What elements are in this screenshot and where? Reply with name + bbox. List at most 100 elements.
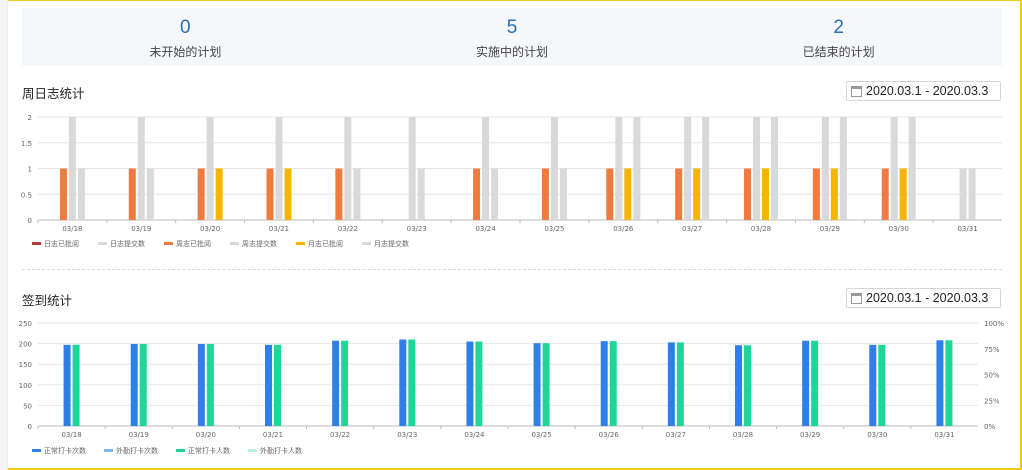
bar-4 <box>215 168 223 220</box>
x-tick-label: 03/25 <box>544 225 564 233</box>
x-tick-label: 03/25 <box>531 431 551 439</box>
bar-5 <box>559 168 567 220</box>
stat-label: 已结束的计划 <box>802 45 875 59</box>
date-range-text: 2020.03.1 - 2020.03.3 <box>866 84 989 98</box>
x-tick-label: 03/30 <box>889 225 909 233</box>
x-tick-label: 03/18 <box>61 431 81 439</box>
bar-5 <box>146 168 154 220</box>
bar-5 <box>968 168 976 220</box>
bar-2 <box>473 168 481 220</box>
bar-2 <box>609 341 617 426</box>
legend-label: 日志已批阅 <box>44 239 79 248</box>
legend-swatch <box>296 242 305 245</box>
x-tick-label: 03/20 <box>200 225 220 233</box>
legend-label: 月志已批阅 <box>308 239 343 248</box>
x-tick-label: 03/21 <box>269 225 289 233</box>
legend-label: 日志提交数 <box>110 239 145 248</box>
bar-2 <box>139 344 147 426</box>
x-tick-label: 03/27 <box>666 431 686 439</box>
weekly-date-range-picker[interactable]: 2020.03.1 - 2020.03.3 <box>846 81 1001 101</box>
bar-2 <box>408 339 416 426</box>
y2-tick-label: 100% <box>984 320 1004 328</box>
legend-label: 周志已批阅 <box>176 239 211 248</box>
bar-5 <box>77 168 85 220</box>
bar-2 <box>475 341 483 426</box>
x-tick-label: 03/24 <box>464 431 485 439</box>
x-tick-label: 03/19 <box>131 225 151 233</box>
calendar-icon <box>851 293 862 304</box>
bar-2 <box>744 168 751 220</box>
x-tick-label: 03/19 <box>129 431 149 439</box>
stat-label: 未开始的计划 <box>149 45 222 59</box>
stat-value: 5 <box>506 17 518 38</box>
bar-4 <box>624 168 632 220</box>
left-scroll-track <box>0 0 8 470</box>
bar-4 <box>899 168 907 220</box>
bar-0 <box>399 339 407 426</box>
bar-2 <box>341 340 349 426</box>
bar-3 <box>684 117 692 220</box>
bar-4 <box>830 168 838 220</box>
bar-4 <box>693 168 701 220</box>
stat-value: 2 <box>833 17 844 38</box>
legend-swatch <box>248 449 257 452</box>
x-tick-label: 03/30 <box>867 431 887 439</box>
section-divider <box>22 269 1002 270</box>
y-tick-label: 0 <box>28 423 32 431</box>
x-tick-label: 03/18 <box>62 225 82 233</box>
bar-0 <box>332 340 340 426</box>
x-tick-label: 03/22 <box>338 225 358 233</box>
legend-swatch <box>98 242 107 245</box>
bar-5 <box>771 117 778 220</box>
legend-label: 月志提交数 <box>374 239 409 248</box>
x-tick-label: 03/23 <box>407 225 427 233</box>
bar-2 <box>72 344 80 426</box>
bar-0 <box>265 344 272 426</box>
bar-2 <box>59 168 67 220</box>
legend-swatch <box>362 242 371 245</box>
bar-2 <box>945 340 953 426</box>
legend-swatch <box>32 242 41 245</box>
bar-2 <box>274 344 281 426</box>
stat-finished[interactable]: 2 已结束的计划 <box>675 8 1002 66</box>
bar-4 <box>284 168 292 220</box>
calendar-icon <box>851 86 862 97</box>
y-tick-label: 50 <box>23 402 32 410</box>
bar-3 <box>68 117 76 220</box>
bar-5 <box>633 117 641 220</box>
bar-4 <box>762 168 769 220</box>
bar-5 <box>908 117 916 220</box>
bar-5 <box>417 168 425 220</box>
x-tick-label: 03/28 <box>733 431 753 439</box>
legend-swatch <box>164 242 173 245</box>
x-tick-label: 03/28 <box>751 225 771 233</box>
legend-label: 外勤打卡次数 <box>116 446 158 455</box>
bar-0 <box>466 341 474 426</box>
bar-2 <box>197 168 205 220</box>
bar-0 <box>667 342 675 426</box>
x-tick-label: 03/26 <box>599 431 620 439</box>
bar-3 <box>821 117 829 220</box>
bar-0 <box>197 344 205 426</box>
bar-0 <box>130 344 138 426</box>
bar-2 <box>811 340 819 426</box>
bar-3 <box>344 117 352 220</box>
y-tick-label: 0 <box>28 217 32 225</box>
x-tick-label: 03/20 <box>196 431 216 439</box>
y-tick-label: 1 <box>28 166 32 174</box>
bar-0 <box>802 340 810 426</box>
x-tick-label: 03/29 <box>800 431 820 439</box>
stat-value: 0 <box>180 17 191 38</box>
legend-swatch <box>176 449 185 452</box>
bar-3 <box>137 117 145 220</box>
checkin-date-range-picker[interactable]: 2020.03.1 - 2020.03.3 <box>846 288 1001 308</box>
x-tick-label: 03/22 <box>330 431 350 439</box>
bar-3 <box>408 117 416 220</box>
x-tick-label: 03/23 <box>397 431 417 439</box>
stat-in-progress[interactable]: 5 实施中的计划 <box>349 8 676 66</box>
y-tick-label: 2 <box>28 114 32 122</box>
bar-2 <box>542 343 550 426</box>
stat-not-started[interactable]: 0 未开始的计划 <box>22 8 349 66</box>
x-tick-label: 03/31 <box>934 431 954 439</box>
bar-2 <box>744 345 751 426</box>
